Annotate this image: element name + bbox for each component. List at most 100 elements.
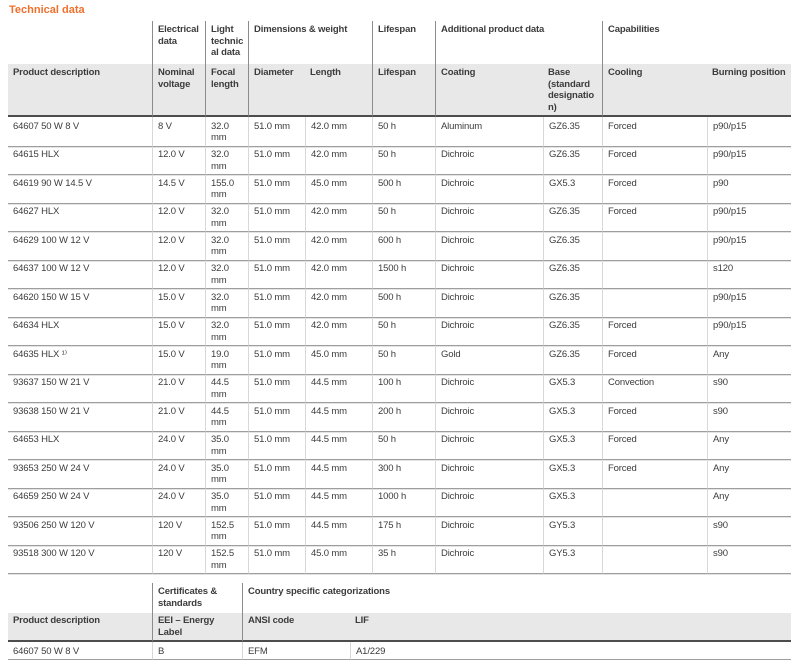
table-cell: 8 V [152, 117, 205, 146]
table-cell: 42.0 mm [305, 259, 372, 288]
table-cell: 64634 HLX [8, 316, 152, 346]
table-cell: Forced [602, 345, 707, 374]
table-cell: GX5.3 [543, 430, 602, 459]
group-header-country-specific-categorizations: Country specific categorizations [242, 583, 791, 613]
table-cell: s90 [707, 402, 791, 431]
table-cell: 64615 HLX [8, 145, 152, 175]
table-cell: 93637 150 W 21 V [8, 373, 152, 403]
table-cell: 100 h [372, 373, 435, 402]
table-cell: GX5.3 [543, 373, 602, 402]
table-cell: 32.0 mm [205, 117, 248, 146]
table-cell: 93653 250 W 24 V [8, 459, 152, 488]
table-cell: 50 h [372, 117, 435, 146]
table-cell: 64629 100 W 12 V [8, 231, 152, 260]
table-cell: GZ6.35 [543, 202, 602, 231]
column-header-row: Product description Nominal voltage Foca… [8, 64, 791, 117]
table-cell [602, 231, 707, 260]
table-cell: Any [707, 487, 791, 516]
column-header-base: Base (standard designation) [543, 64, 602, 117]
table-cell: 51.0 mm [248, 259, 305, 288]
group-header-blank [8, 583, 152, 613]
table-cell: 120 V [152, 544, 205, 574]
table-cell: Forced [602, 316, 707, 345]
table-cell: Dichroic [435, 544, 543, 574]
table-cell: 44.5 mm [305, 402, 372, 431]
group-header-certificates-standards: Certificates & standards [152, 583, 242, 613]
table-cell: 44.5 mm [305, 430, 372, 459]
column-header-product-description: Product description [8, 64, 152, 117]
table-cell: 45.0 mm [305, 544, 372, 574]
table-cell: 44.5 mm [305, 373, 372, 402]
table-cell: 32.0 mm [205, 316, 248, 345]
group-header-additional-product-data: Additional product data [435, 21, 602, 64]
table-cell: 44.5 mm [205, 373, 248, 402]
table-cell: s120 [707, 259, 791, 288]
table-cell: 50 h [372, 202, 435, 231]
table-cell: Forced [602, 430, 707, 459]
certificates-table-body: 64607 50 W 8 V B EFM A1/229 [8, 642, 791, 660]
table-row: 93653 250 W 24 V 24.0 V 35.0 mm 51.0 mm 44.5… [8, 459, 791, 488]
table-cell: GZ6.35 [543, 259, 602, 288]
technical-data-table: Electrical data Light technical data Dim… [8, 21, 791, 574]
table-cell: 600 h [372, 231, 435, 260]
column-header-cooling: Cooling [602, 64, 707, 117]
table-cell: 19.0 mm [205, 345, 248, 374]
table-cell: Aluminum [435, 117, 543, 146]
table-cell: p90/p15 [707, 316, 791, 345]
table-cell: p90/p15 [707, 288, 791, 317]
table-cell: 15.0 V [152, 316, 205, 345]
column-header-coating: Coating [435, 64, 543, 117]
table-cell: 12.0 V [152, 145, 205, 174]
table-cell: 51.0 mm [248, 459, 305, 488]
table-cell: GZ6.35 [543, 145, 602, 174]
group-header-row: Electrical data Light technical data Dim… [8, 21, 791, 64]
table-cell: 45.0 mm [305, 345, 372, 374]
column-header-lif: LIF [350, 613, 791, 642]
group-header-electrical-data: Electrical data [152, 21, 205, 64]
group-header-blank [8, 21, 152, 64]
table-cell [602, 259, 707, 288]
table-row: 93638 150 W 21 V 21.0 V 44.5 mm 51.0 mm 44.5… [8, 402, 791, 431]
table-cell: 32.0 mm [205, 145, 248, 174]
table-cell: 64607 50 W 8 V [8, 642, 152, 660]
table-cell: Dichroic [435, 288, 543, 317]
table-cell: 42.0 mm [305, 288, 372, 317]
table-cell: 35 h [372, 544, 435, 574]
column-header-row: Product description EEI – Energy Label A… [8, 613, 791, 642]
table-cell: 51.0 mm [248, 345, 305, 374]
table-cell: GX5.3 [543, 487, 602, 516]
table-cell: 155.0 mm [205, 174, 248, 203]
table-cell: 300 h [372, 459, 435, 488]
table-cell: 42.0 mm [305, 145, 372, 174]
table-cell: 45.0 mm [305, 174, 372, 203]
table-cell: Dichroic [435, 373, 543, 402]
table-cell: 51.0 mm [248, 544, 305, 574]
table-cell: s90 [707, 544, 791, 574]
table-cell: 42.0 mm [305, 202, 372, 231]
group-header-light-technical-data: Light technical data [205, 21, 248, 64]
table-cell: 51.0 mm [248, 373, 305, 402]
table-row: 64637 100 W 12 V 12.0 V 32.0 mm 51.0 mm 42.0… [8, 259, 791, 288]
table-cell: s90 [707, 373, 791, 402]
table-cell: Any [707, 345, 791, 374]
table-cell: Forced [602, 174, 707, 203]
group-header-row: Certificates & standards Country specifi… [8, 583, 791, 613]
table-cell: GY5.3 [543, 516, 602, 545]
table-cell: Dichroic [435, 516, 543, 545]
table-cell: EFM [242, 642, 350, 660]
table-cell: Any [707, 459, 791, 488]
column-header-ansi-code: ANSI code [242, 613, 350, 642]
table-row: 93506 250 W 120 V 120 V 152.5 mm 51.0 mm 44.… [8, 516, 791, 545]
table-cell: 152.5 mm [205, 516, 248, 545]
table-cell: Gold [435, 345, 543, 374]
table-cell: 24.0 V [152, 459, 205, 488]
table-row: 64620 150 W 15 V 15.0 V 32.0 mm 51.0 mm 42.0… [8, 288, 791, 317]
table-cell: Dichroic [435, 174, 543, 203]
table-cell: Forced [602, 402, 707, 431]
table-cell: B [152, 642, 242, 660]
table-cell: 21.0 V [152, 402, 205, 431]
group-header-dimensions-weight: Dimensions & weight [248, 21, 372, 64]
group-header-lifespan: Lifespan [372, 21, 435, 64]
table-cell: 12.0 V [152, 231, 205, 260]
column-header-product-description: Product description [8, 613, 152, 642]
